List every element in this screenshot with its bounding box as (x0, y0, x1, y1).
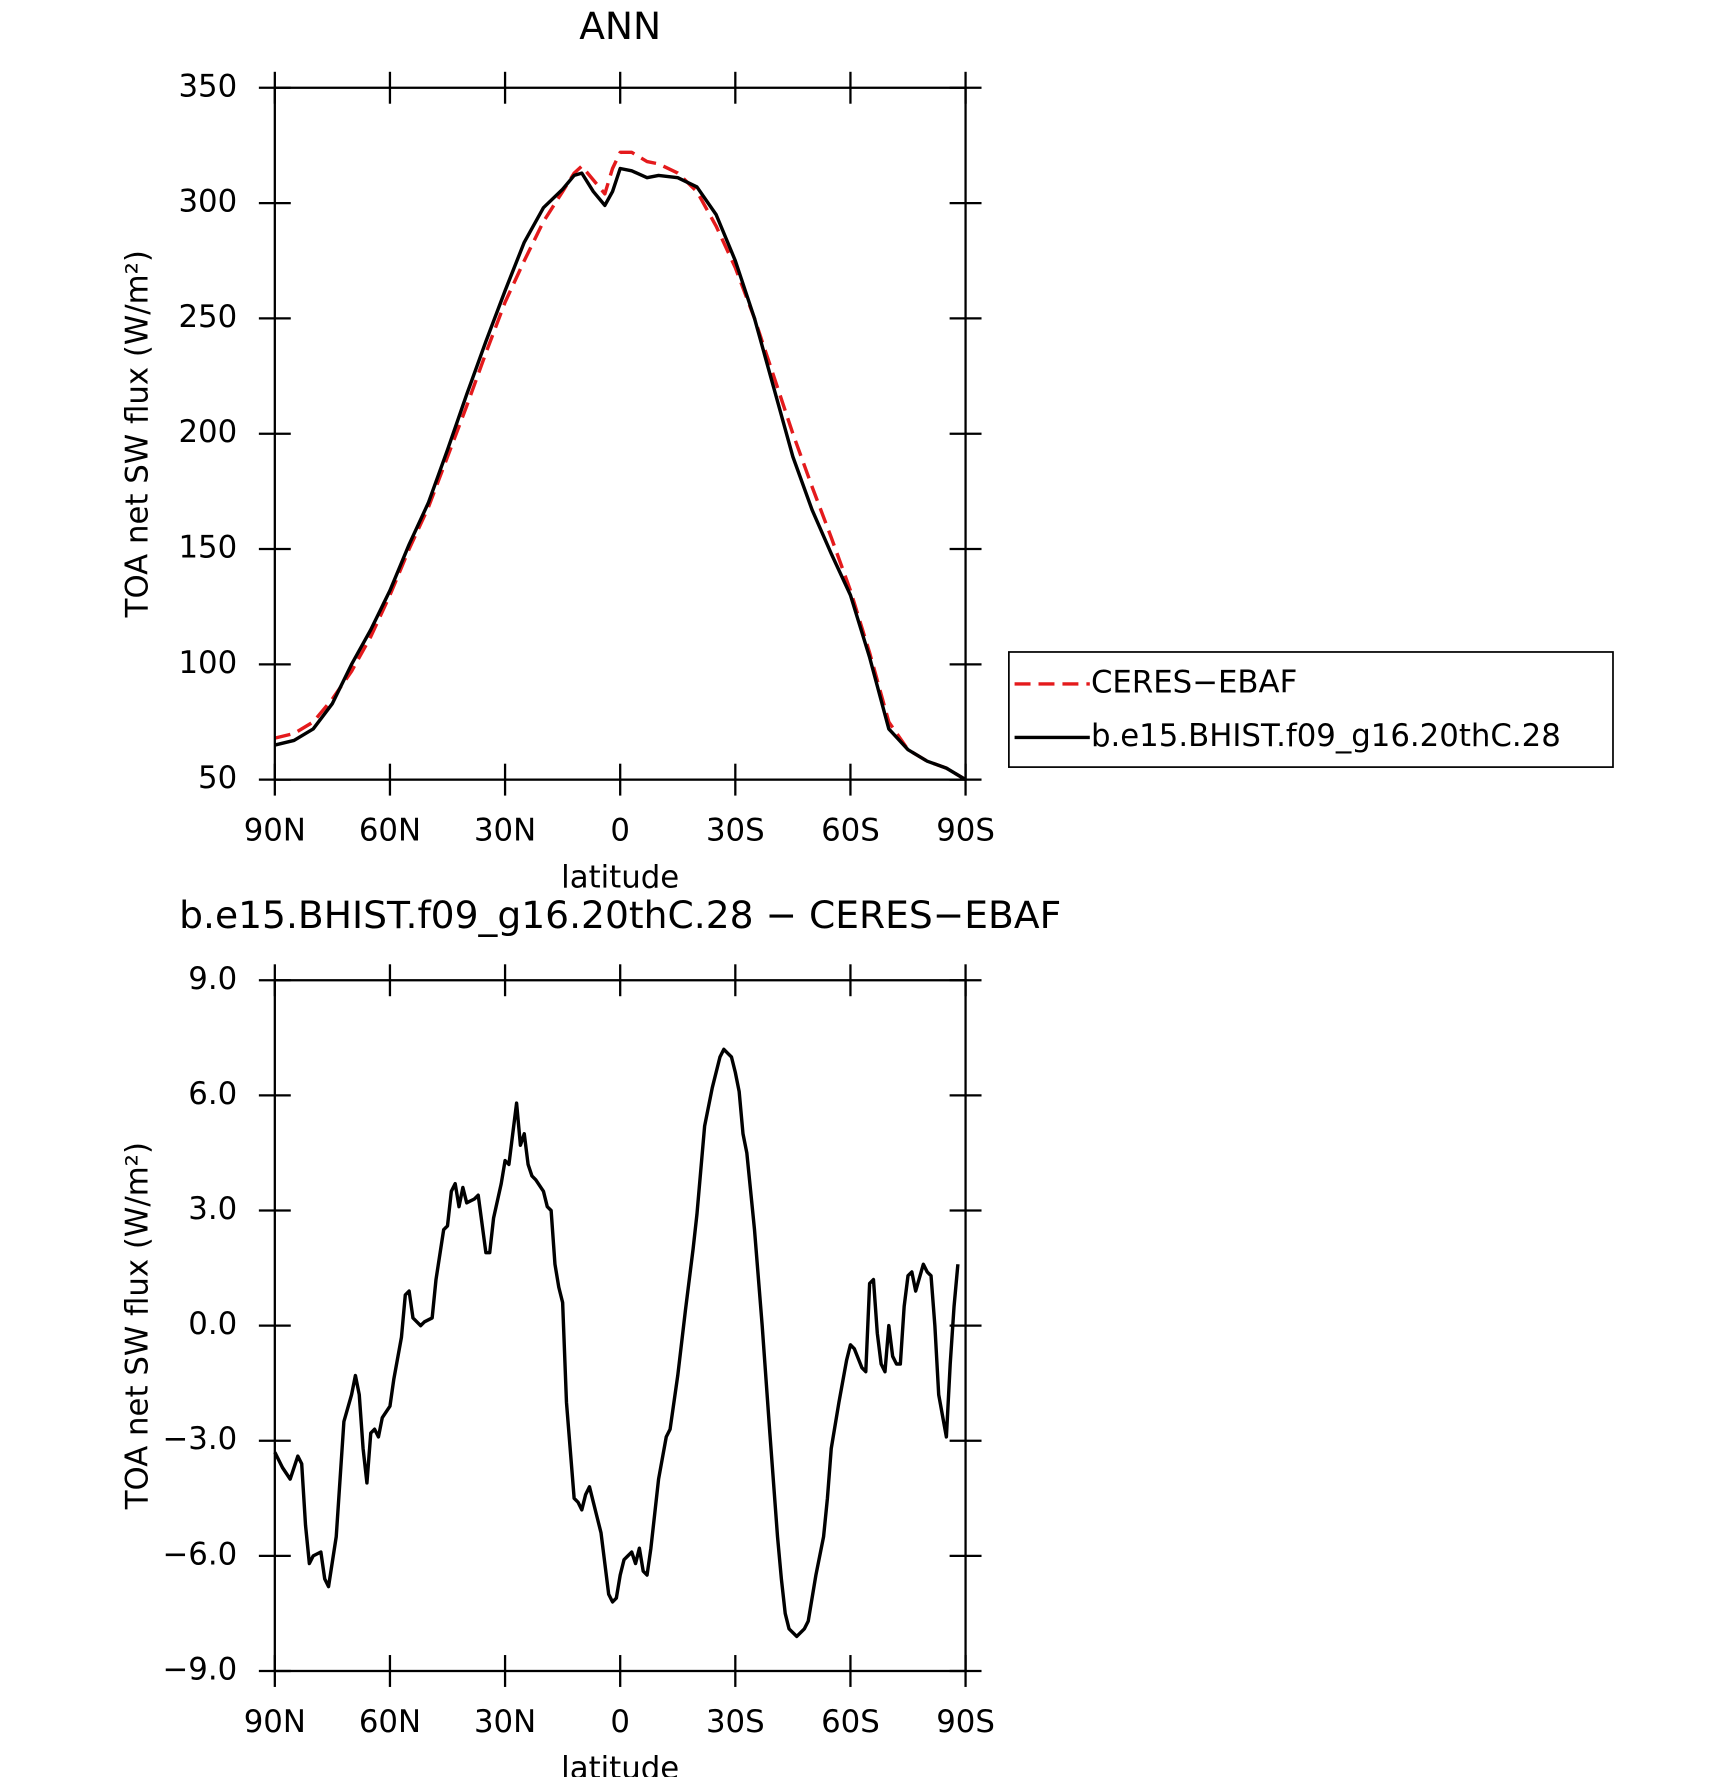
y-tick-label: −9.0 (162, 1651, 237, 1687)
y-tick-label: 9.0 (188, 961, 237, 997)
x-axis-label: latitude (561, 1751, 679, 1777)
x-tick-label: 90N (244, 1704, 306, 1740)
x-tick-label: 60N (359, 1704, 421, 1740)
x-tick-label: 90S (936, 813, 995, 849)
plot-frame (273, 86, 967, 781)
x-tick-label: 60S (821, 1704, 880, 1740)
chart-title: ANN (579, 4, 661, 48)
legend-box (1008, 651, 1614, 768)
chart-title: b.e15.BHIST.f09_g16.20thC.28 − CERES−EBA… (179, 893, 1061, 937)
x-tick-label: 30S (706, 1704, 765, 1740)
y-tick-label: 300 (178, 184, 237, 220)
x-tick-label: 30N (474, 813, 536, 849)
legend-label: CERES−EBAF (1091, 664, 1297, 700)
y-tick-label: 250 (178, 299, 237, 335)
x-tick-label: 60S (821, 813, 880, 849)
y-tick-label: 200 (178, 414, 237, 450)
y-tick-label: −6.0 (162, 1536, 237, 1572)
x-tick-label: 60N (359, 813, 421, 849)
x-tick-label: 0 (610, 1704, 630, 1740)
x-tick-label: 90S (936, 1704, 995, 1740)
x-tick-label: 30S (706, 813, 765, 849)
y-tick-label: 100 (178, 645, 237, 681)
data-line (274, 150, 967, 782)
y-tick-label: 150 (178, 530, 237, 566)
legend-label: b.e15.BHIST.f09_g16.20thC.28 (1091, 718, 1561, 754)
y-axis-label: TOA net SW flux (W/m²) (120, 250, 156, 618)
x-axis-label: latitude (561, 859, 679, 895)
data-line (274, 166, 967, 782)
y-tick-label: 350 (178, 68, 237, 104)
y-axis-label: TOA net SW flux (W/m²) (120, 1142, 156, 1510)
plot-frame (273, 979, 967, 1673)
y-tick-label: −3.0 (162, 1421, 237, 1457)
y-tick-label: 0.0 (188, 1306, 237, 1342)
y-tick-label: 3.0 (188, 1191, 237, 1227)
data-line (273, 1047, 960, 1639)
y-tick-label: 6.0 (188, 1076, 237, 1112)
x-tick-label: 30N (474, 1704, 536, 1740)
y-tick-label: 50 (198, 760, 237, 796)
x-tick-label: 90N (244, 813, 306, 849)
x-tick-label: 0 (610, 813, 630, 849)
